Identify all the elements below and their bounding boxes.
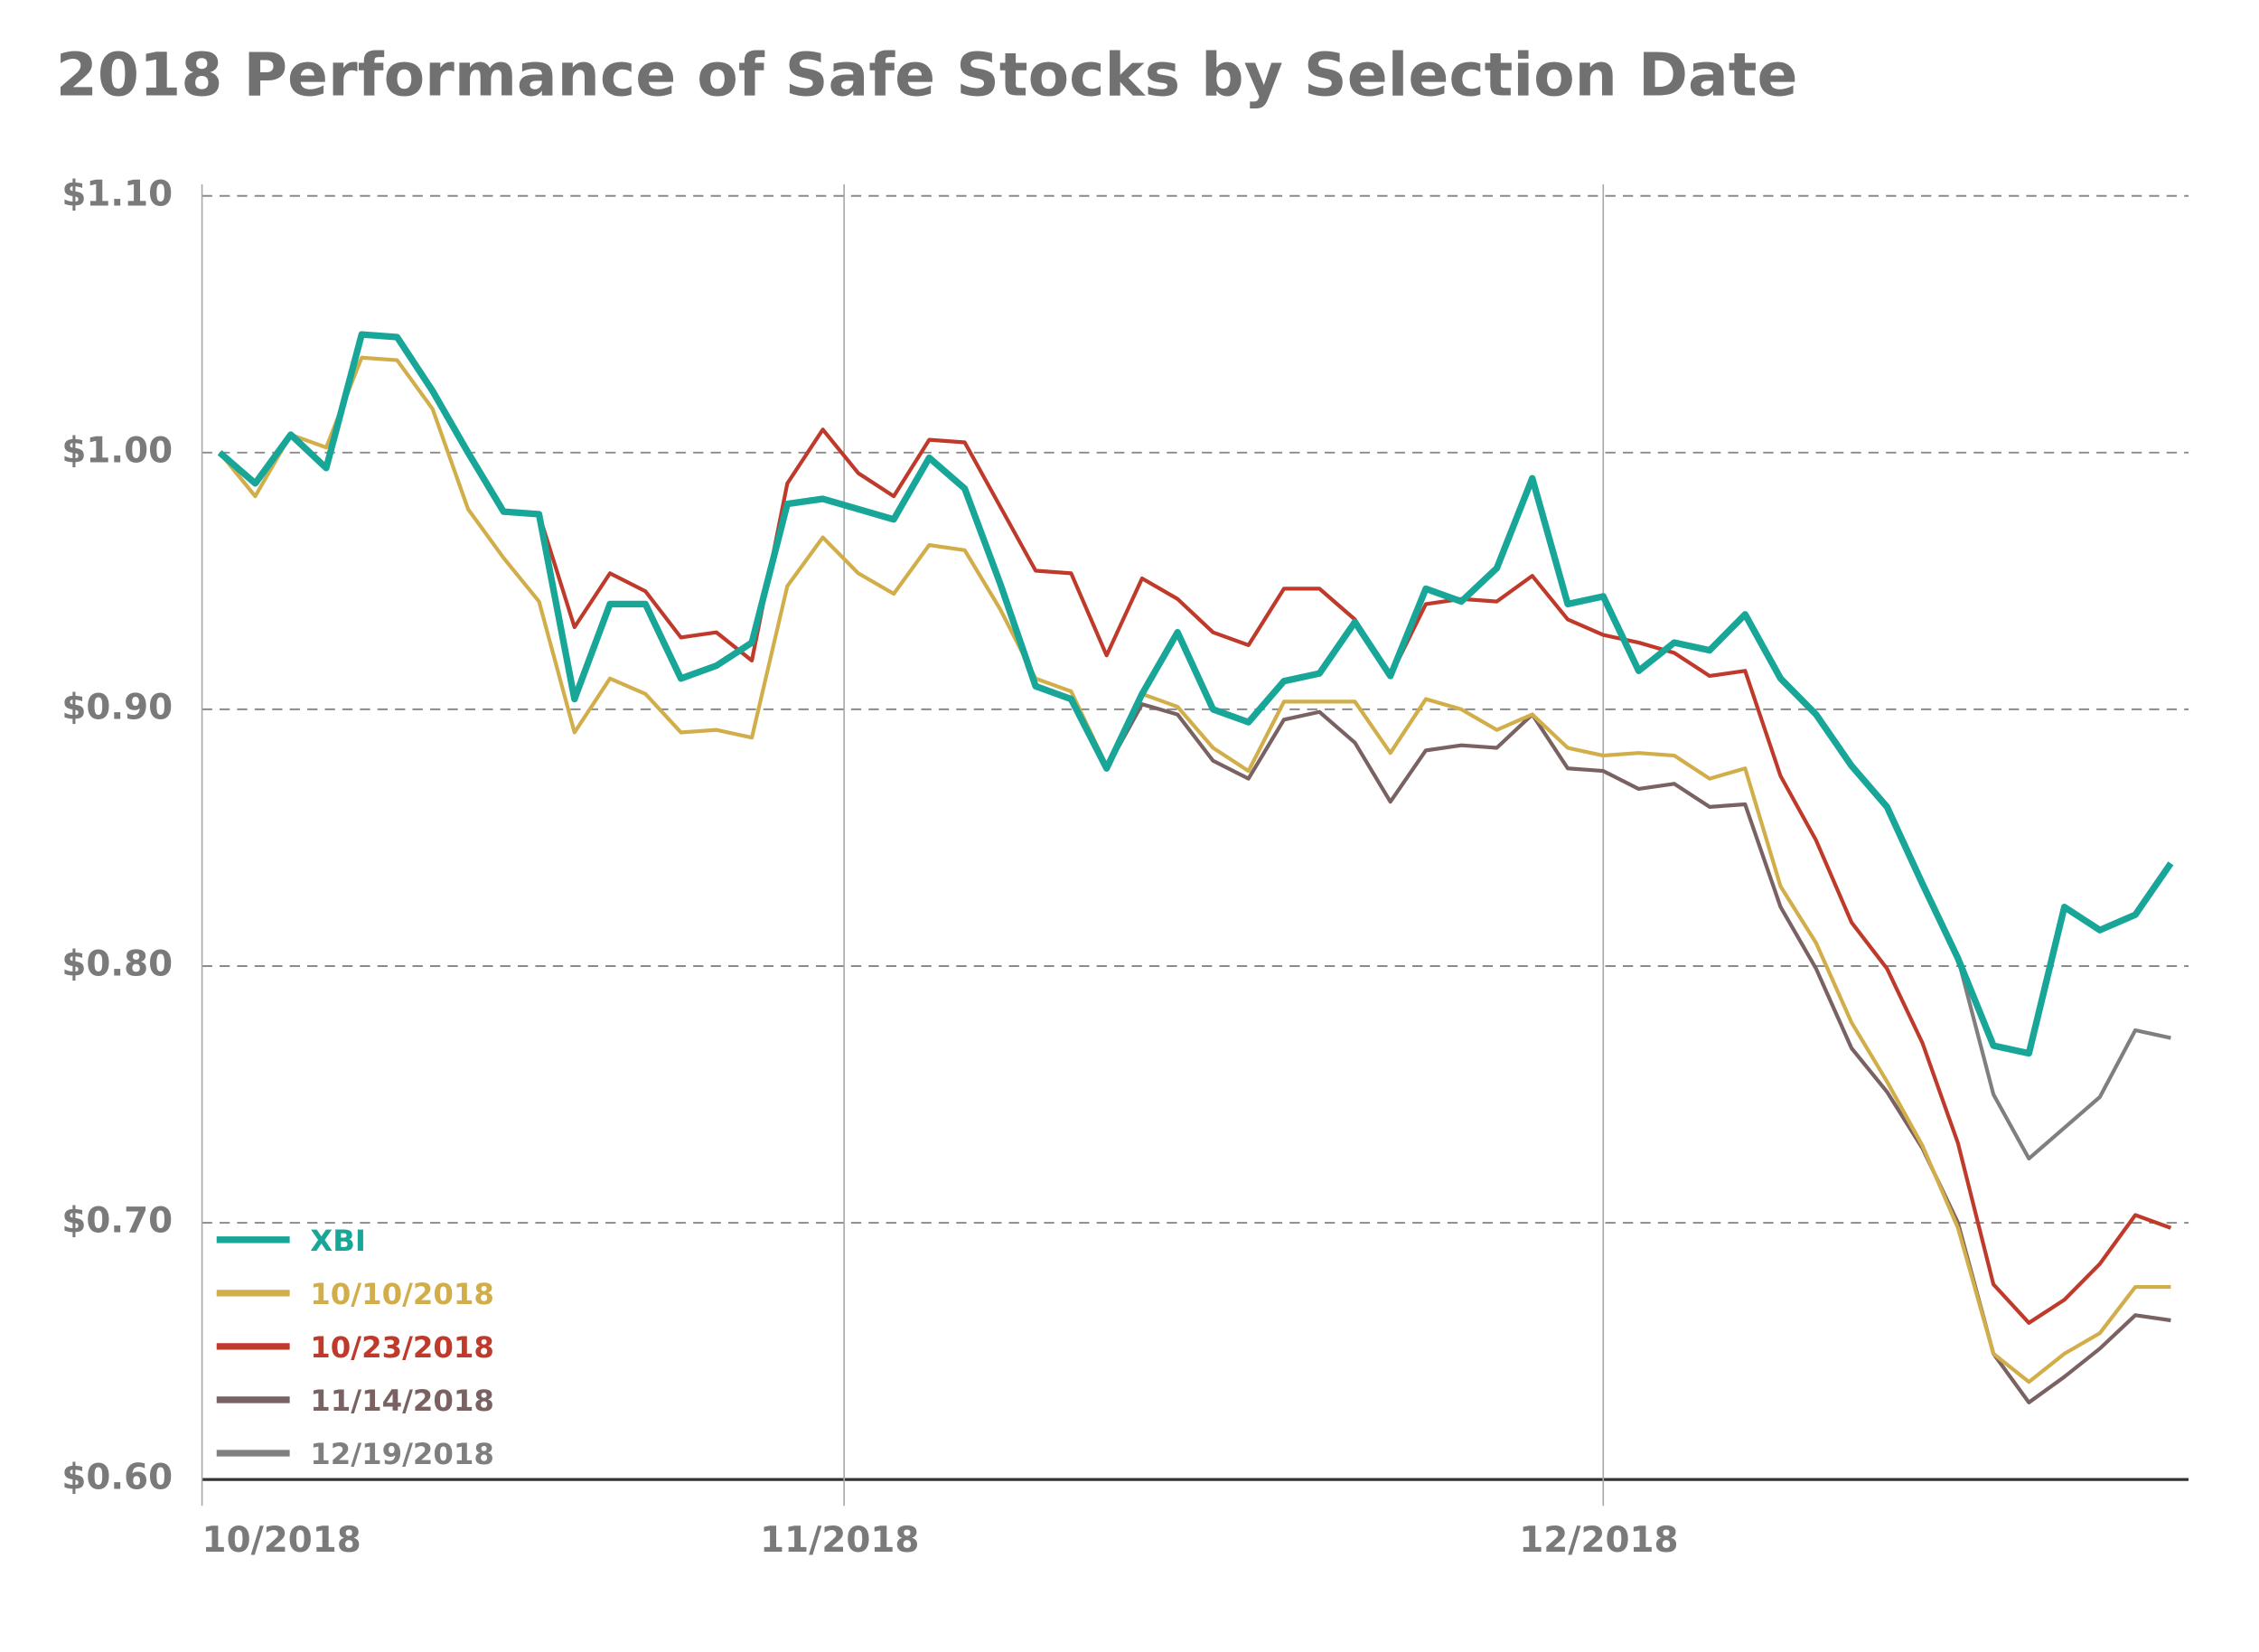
- legend-label: 10/23/2018: [310, 1330, 494, 1365]
- x-tick-label: 11/2018: [760, 1520, 919, 1561]
- y-tick-label: $0.90: [61, 687, 173, 727]
- series-line: [1104, 702, 2171, 1404]
- series-line: [218, 355, 2171, 1384]
- legend-label: 11/14/2018: [310, 1384, 494, 1418]
- y-tick-label: $1.00: [61, 430, 173, 471]
- series-line: [1955, 957, 2171, 1161]
- series-line: [537, 427, 2172, 1325]
- y-tick-label: $0.60: [61, 1458, 173, 1498]
- legend-label: 10/10/2018: [310, 1277, 494, 1311]
- series-line: [217, 331, 2174, 1057]
- y-tick-label: $1.10: [61, 174, 173, 214]
- x-tick-label: 10/2018: [202, 1520, 361, 1561]
- chart-title: 2018 Performance of Safe Stocks by Selec…: [56, 39, 1798, 109]
- legend-label: XBI: [310, 1224, 366, 1258]
- y-tick-label: $0.70: [61, 1201, 173, 1242]
- y-tick-label: $0.80: [61, 943, 173, 984]
- legend-label: 12/19/2018: [310, 1437, 494, 1471]
- x-tick-label: 12/2018: [1519, 1520, 1678, 1561]
